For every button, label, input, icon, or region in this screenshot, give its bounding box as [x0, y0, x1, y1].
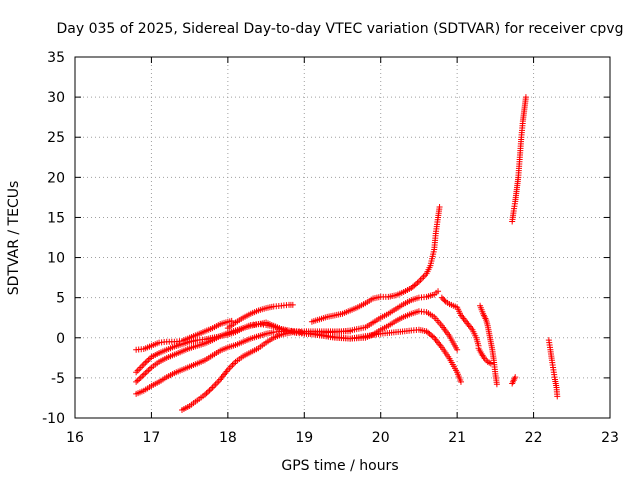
- data-point: [554, 393, 561, 400]
- x-tick-label: 17: [143, 430, 161, 446]
- data-point: [289, 301, 296, 308]
- data-point: [440, 296, 447, 303]
- data-point: [436, 204, 443, 211]
- series-track-11: [509, 374, 519, 387]
- data-point: [522, 94, 529, 101]
- y-tick-label: 0: [56, 331, 65, 347]
- chart-title: Day 035 of 2025, Sidereal Day-to-day VTE…: [57, 21, 624, 37]
- series-track-6: [224, 301, 296, 332]
- data-point: [435, 288, 442, 295]
- x-tick-label: 23: [601, 430, 619, 446]
- data-point: [347, 328, 354, 335]
- y-tick-label: 30: [47, 90, 65, 106]
- plot-frame: [74, 56, 611, 419]
- series-track-8: [438, 294, 482, 349]
- data-point: [487, 360, 494, 367]
- data-point: [441, 297, 448, 304]
- series-track-12: [509, 94, 529, 225]
- x-axis-label: GPS time / hours: [281, 458, 398, 474]
- series-track-7: [308, 204, 443, 325]
- y-tick-label: -10: [42, 411, 65, 427]
- series-track-9: [477, 302, 500, 388]
- y-axis-label: SDTVAR / TECUs: [6, 181, 22, 296]
- x-tick-label: 20: [372, 430, 390, 446]
- series-track-13: [545, 337, 561, 400]
- y-tick-label: -5: [51, 371, 65, 387]
- x-tick-label: 19: [295, 430, 313, 446]
- y-tick-label: 10: [47, 251, 65, 267]
- series-track-1: [133, 317, 235, 353]
- data-point: [438, 294, 445, 301]
- y-tick-label: 15: [47, 210, 65, 226]
- x-tick-label: 21: [448, 430, 466, 446]
- x-tick-label: 18: [219, 430, 237, 446]
- data-point: [454, 346, 461, 353]
- axes: 16 17 18 19 20 21 22 23 -10 -5 0 5 10 15 20 25 30 35: [42, 50, 619, 446]
- data-point: [493, 381, 500, 388]
- y-tick-label: 20: [47, 170, 65, 186]
- data-point: [457, 378, 464, 385]
- data-marks: [133, 94, 561, 413]
- y-tick-label: 5: [56, 291, 65, 307]
- series-track-10: [475, 345, 494, 367]
- y-tick-label: 35: [47, 50, 65, 66]
- x-tick-label: 16: [66, 430, 84, 446]
- data-point: [512, 374, 519, 381]
- y-tick-label: 25: [47, 130, 65, 146]
- x-tick-label: 22: [525, 430, 543, 446]
- series-track-5: [179, 328, 354, 413]
